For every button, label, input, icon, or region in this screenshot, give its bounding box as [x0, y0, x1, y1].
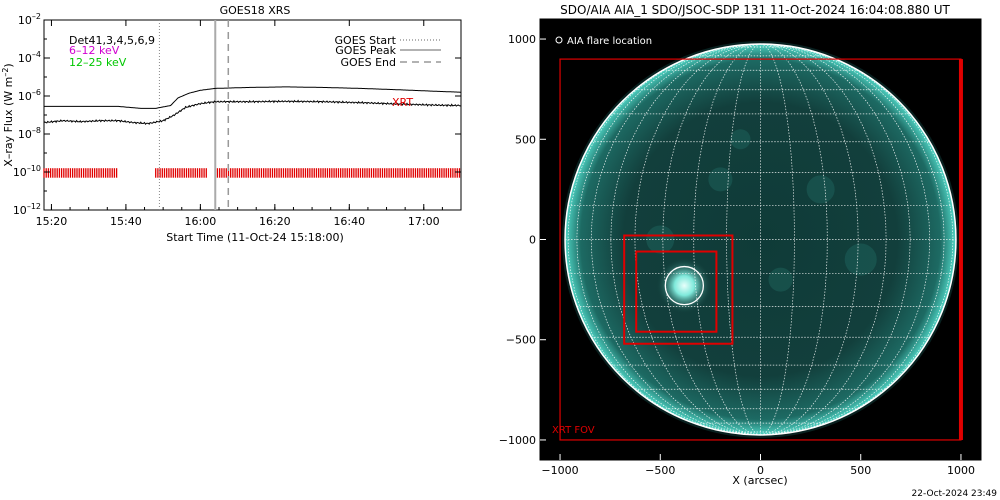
goes-x-ticks: 15:20 15:40 16:00 16:20 16:40 17:00	[36, 20, 462, 228]
goes-x-tick-label: 16:20	[259, 215, 291, 228]
band-legend-det: Det41,3,4,5,6,9	[69, 34, 155, 47]
goes-title: GOES18 XRS	[220, 4, 291, 17]
aia-y-tick-label: −1000	[499, 434, 536, 447]
aia-x-tick-label: −1000	[541, 464, 578, 477]
goes-series-line	[44, 86, 461, 109]
goes-x-tick-label: 17:00	[408, 215, 440, 228]
marker-legend: GOES Start GOES Peak GOES End	[335, 34, 441, 69]
aia-heliographic-grid	[564, 43, 957, 436]
footer-timestamp: 22-Oct-2024 23:49	[912, 489, 998, 499]
aia-flare-kernel	[656, 257, 713, 314]
aia-flare-location-circle	[664, 265, 705, 306]
goes-xrt-coverage	[43, 168, 461, 178]
aia-longitude-line	[760, 43, 931, 436]
legend-goes-end: GOES End	[340, 56, 396, 69]
aia-active-region	[768, 267, 793, 292]
goes-x-tick-label: 16:00	[185, 215, 217, 228]
aia-x-tick-label: 1000	[947, 464, 975, 477]
aia-x-tick-label: 500	[850, 464, 871, 477]
goes-panel: GOES18 XRS 15:20 15:40 16:00 16:20 16:40 17:0…	[1, 4, 462, 244]
aia-y-ticks: −1000 −500 0 500 1000	[499, 33, 546, 447]
legend-goes-peak: GOES Peak	[335, 44, 396, 57]
aia-y-tick-label: 1000	[508, 33, 536, 46]
aia-longitude-line	[662, 43, 761, 436]
aia-longitude-line	[760, 43, 859, 436]
goes-x-tick-label: 16:40	[333, 215, 365, 228]
goes-y-ticks: 10–2 10–4 10–6 10–8 10–10 10–12	[13, 12, 461, 217]
goes-series	[43, 86, 462, 126]
aia-limb	[564, 43, 957, 436]
aia-longitude-line	[567, 43, 761, 436]
goes-y-tick-label: 10–10	[13, 164, 41, 179]
goes-y-tick-label: 10–2	[18, 12, 41, 27]
aia-active-region	[708, 167, 733, 192]
aia-y-tick-label: 500	[515, 133, 536, 146]
goes-x-tick-label: 15:40	[110, 215, 142, 228]
aia-x-tick-label: −500	[645, 464, 675, 477]
aia-longitude-line	[760, 43, 945, 436]
xrt-label: XRT	[392, 96, 413, 109]
aia-x-tick-label: 0	[757, 464, 764, 477]
goes-ylabel: X–ray Flux (W m–2)	[1, 63, 15, 166]
goes-y-tick-label: 10–12	[13, 202, 41, 217]
aia-active-region	[844, 243, 877, 276]
aia-active-region	[730, 129, 751, 150]
goes-series-line	[43, 99, 462, 126]
aia-longitude-line	[576, 43, 761, 436]
xrt-fov-label: XRT FOV	[552, 425, 595, 436]
goes-y-tick-label: 10–4	[18, 50, 41, 65]
aia-y-tick-label: 0	[529, 234, 536, 247]
legend-goes-start: GOES Start	[335, 34, 397, 47]
aia-overlays	[559, 58, 963, 441]
band-legend-6-12kev: 6–12 keV	[69, 44, 120, 57]
aia-longitude-line	[760, 43, 887, 436]
xrt-pointing-box	[635, 250, 718, 333]
aia-longitude-line	[634, 43, 761, 436]
goes-plot-frame	[43, 19, 462, 211]
aia-active-region	[646, 225, 675, 254]
aia-longitude-line	[590, 43, 761, 436]
aia-xlabel: X (arcsec)	[732, 474, 787, 487]
aia-y-tick-label: −500	[506, 334, 536, 347]
goes-y-tick-label: 10–6	[18, 88, 41, 103]
aia-flare-legend: AIA flare location	[555, 36, 652, 47]
band-legend-12-25kev: 12–25 keV	[69, 56, 127, 69]
goes-y-tick-label: 10–8	[18, 126, 41, 141]
aia-legend-circle-icon	[555, 36, 563, 44]
xrt-pointing-box	[623, 234, 734, 345]
aia-x-ticks: −1000 −500 0 500 1000	[541, 454, 975, 477]
goes-markers	[158, 20, 230, 210]
aia-panel: SDO/AIA AIA_1 SDO/JSOC-SDP 131 11-Oct-20…	[499, 3, 982, 487]
aia-active-region	[806, 175, 835, 204]
goes-xlabel: Start Time (11-Oct-24 15:18:00)	[166, 231, 344, 244]
aia-longitude-line	[760, 43, 954, 436]
goes-x-tick-label: 15:20	[36, 215, 68, 228]
aia-title: SDO/AIA AIA_1 SDO/JSOC-SDP 131 11-Oct-20…	[560, 3, 950, 17]
aia-legend-text: AIA flare location	[567, 36, 652, 47]
